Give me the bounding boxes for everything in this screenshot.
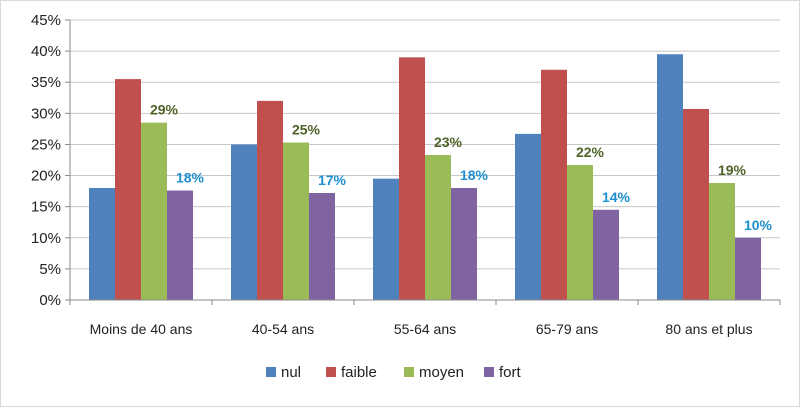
data-label-moyen: 22% — [576, 144, 605, 160]
data-label-fort: 18% — [460, 167, 489, 183]
data-label-fort: 17% — [318, 172, 347, 188]
y-tick-label: 35% — [31, 74, 61, 91]
bar-nul — [89, 188, 115, 300]
bar-faible — [399, 57, 425, 301]
bar-nul — [373, 178, 399, 300]
y-tick-label: 45% — [31, 12, 61, 29]
legend-swatch-nul — [266, 367, 276, 377]
y-tick-label: 20% — [31, 168, 61, 185]
data-label-moyen: 19% — [718, 162, 747, 178]
bar-moyen — [567, 164, 593, 300]
y-axis-tick-labels: 0% 5% 10% 15% 20% 25% 30% 35% 40% 45% — [31, 12, 61, 309]
data-label-moyen: 29% — [150, 102, 179, 118]
x-category-label: 55-64 ans — [394, 321, 456, 337]
bar-fort — [167, 190, 193, 300]
bar-fort — [593, 209, 619, 300]
legend: nul faible moyen fort — [266, 364, 522, 381]
data-label-moyen: 25% — [292, 122, 321, 138]
data-label-moyen: 23% — [434, 134, 463, 150]
bar-fort — [451, 188, 477, 300]
bar-moyen — [283, 142, 309, 300]
bar-nul — [657, 54, 683, 300]
data-label-fort: 10% — [744, 217, 773, 233]
legend-label-fort: fort — [499, 364, 522, 381]
y-tick-label: 10% — [31, 230, 61, 247]
x-category-label: 80 ans et plus — [665, 321, 752, 337]
legend-swatch-fort — [484, 367, 494, 377]
y-tick-label: 30% — [31, 105, 61, 122]
bar-moyen — [141, 122, 167, 301]
x-category-label: 65-79 ans — [536, 321, 598, 337]
x-axis-category-labels: Moins de 40 ans 40-54 ans 55-64 ans 65-79 a… — [90, 321, 753, 337]
legend-label-moyen: moyen — [419, 364, 464, 381]
legend-label-nul: nul — [281, 364, 301, 381]
bar-fort — [735, 237, 761, 300]
y-tick-label: 15% — [31, 199, 61, 216]
bar-nul — [231, 144, 257, 300]
legend-swatch-faible — [326, 367, 336, 377]
bar-moyen — [425, 155, 451, 300]
y-tick-label: 0% — [39, 292, 61, 309]
legend-swatch-moyen — [404, 367, 414, 377]
bar-faible — [115, 79, 141, 300]
y-tick-label: 5% — [39, 261, 61, 278]
bars — [89, 54, 761, 301]
y-tick-label: 40% — [31, 43, 61, 60]
bar-fort — [309, 192, 335, 300]
bar-moyen — [709, 183, 735, 300]
legend-label-faible: faible — [341, 364, 377, 381]
bar-faible — [683, 108, 709, 300]
y-tick-label: 25% — [31, 136, 61, 153]
x-category-label: Moins de 40 ans — [90, 321, 193, 337]
x-category-label: 40-54 ans — [252, 321, 314, 337]
data-labels: 29% 18% 25% 17% 23% 18% 22% 14% 19% 10% — [150, 102, 773, 233]
axes — [65, 19, 781, 305]
bar-faible — [257, 100, 283, 300]
bar-nul — [515, 133, 541, 300]
data-label-fort: 18% — [176, 169, 205, 185]
data-label-fort: 14% — [602, 189, 631, 205]
bar-faible — [541, 69, 567, 301]
